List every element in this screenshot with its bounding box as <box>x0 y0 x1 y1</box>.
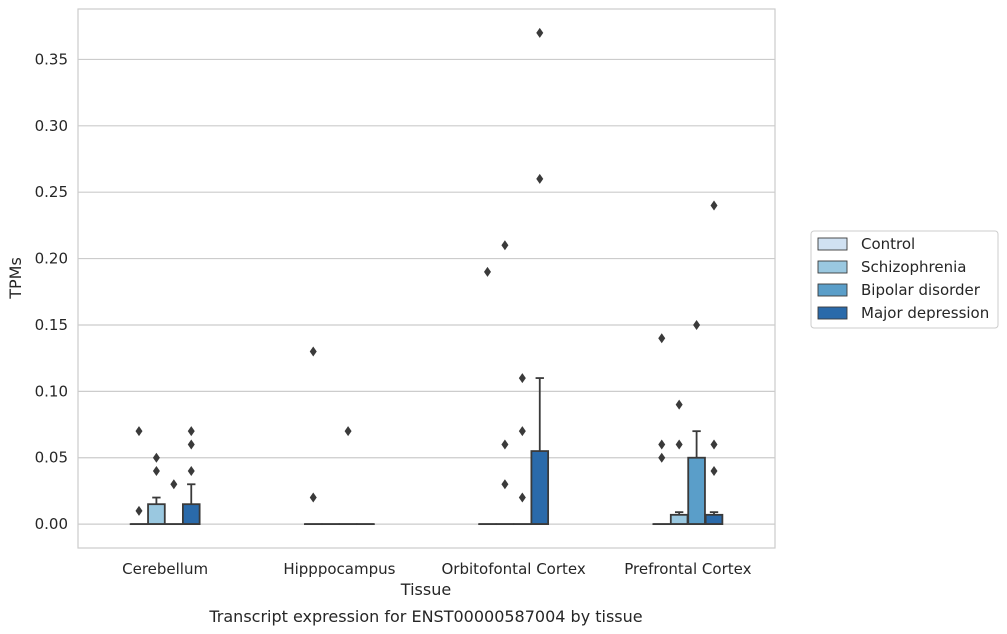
box-schizophrenia <box>669 399 689 526</box>
outlier-point <box>536 173 544 184</box>
outlier-point <box>187 439 195 450</box>
legend-label: Schizophrenia <box>861 258 966 276</box>
box-body <box>669 513 689 526</box>
outlier-point <box>675 399 683 410</box>
y-tick-label: 0.10 <box>35 382 68 400</box>
box-major-depression <box>530 27 550 526</box>
box-body <box>147 503 166 526</box>
x-tick-label: Hipppocampus <box>283 560 395 578</box>
x-axis-label: Tissue <box>400 580 451 599</box>
y-tick-label: 0.20 <box>35 250 68 268</box>
y-tick-label: 0.00 <box>35 515 68 533</box>
outlier-point <box>518 426 526 437</box>
outlier-point <box>658 452 666 463</box>
outlier-point <box>152 466 160 476</box>
outlier-point <box>309 346 317 357</box>
box-body <box>181 503 201 526</box>
box-control <box>129 426 149 526</box>
outlier-point <box>501 479 509 490</box>
legend-swatch <box>817 283 848 297</box>
box-bipolar-disorder <box>338 426 358 526</box>
box-bipolar-disorder <box>164 479 184 526</box>
box-control <box>652 333 672 526</box>
y-tick-label: 0.05 <box>35 449 68 467</box>
box-series <box>129 27 724 526</box>
outlier-point <box>675 439 683 450</box>
y-tick-label: 0.25 <box>35 183 68 201</box>
y-tick-label: 0.35 <box>35 50 68 68</box>
outlier-point <box>187 426 195 437</box>
outlier-point <box>710 466 718 476</box>
box-body <box>687 456 706 526</box>
x-tick-label: Prefrontal Cortex <box>624 560 751 578</box>
legend-label: Control <box>861 235 915 253</box>
legend: Control Schizophrenia Bipolar disorder Majo… <box>810 230 999 329</box>
figure-caption: Transcript expression for ENST0000058700… <box>208 607 642 626</box>
outlier-point <box>170 479 178 490</box>
outlier-point <box>483 266 491 277</box>
outlier-point <box>693 319 701 330</box>
box-body <box>530 450 550 526</box>
outlier-point <box>135 426 143 437</box>
outlier-point <box>710 200 718 211</box>
outlier-point <box>501 439 509 450</box>
y-axis-label: TPMs <box>6 257 25 300</box>
legend-label: Major depression <box>861 304 989 322</box>
outlier-point <box>187 466 195 476</box>
box-major-depression <box>704 200 724 526</box>
legend-swatch <box>817 306 848 320</box>
box-control <box>303 346 323 526</box>
outlier-point <box>658 333 666 344</box>
x-axis-ticks: Cerebellum Hipppocampus Orbitofontal Corte… <box>122 560 751 578</box>
outlier-point <box>135 505 143 516</box>
gridlines <box>78 58 775 525</box>
y-tick-label: 0.15 <box>35 316 68 334</box>
outlier-point <box>710 439 718 450</box>
box-bipolar-disorder <box>513 373 532 526</box>
outlier-point <box>501 240 509 251</box>
box-schizophrenia <box>495 240 515 526</box>
outlier-point <box>658 439 666 450</box>
outlier-point <box>152 452 160 463</box>
box-major-depression <box>181 426 201 526</box>
box-schizophrenia <box>147 452 166 526</box>
outlier-point <box>536 27 544 38</box>
outlier-point <box>518 373 526 384</box>
legend-swatch <box>817 260 848 274</box>
outlier-point <box>344 426 352 437</box>
box-bipolar-disorder <box>687 319 706 526</box>
legend-frame <box>810 230 999 329</box>
legend-label: Bipolar disorder <box>861 281 981 299</box>
plot-area-frame <box>77 8 776 549</box>
legend-swatch <box>817 237 848 251</box>
outlier-point <box>309 492 317 503</box>
outlier-point <box>518 492 526 503</box>
x-tick-label: Cerebellum <box>122 560 208 578</box>
box-body <box>704 513 724 526</box>
y-axis-ticks: 0.00 0.05 0.10 0.15 0.20 0.25 0.30 0.35 <box>35 50 68 533</box>
box-control <box>478 266 497 526</box>
y-tick-label: 0.30 <box>35 117 68 135</box>
x-tick-label: Orbitofontal Cortex <box>442 560 586 578</box>
